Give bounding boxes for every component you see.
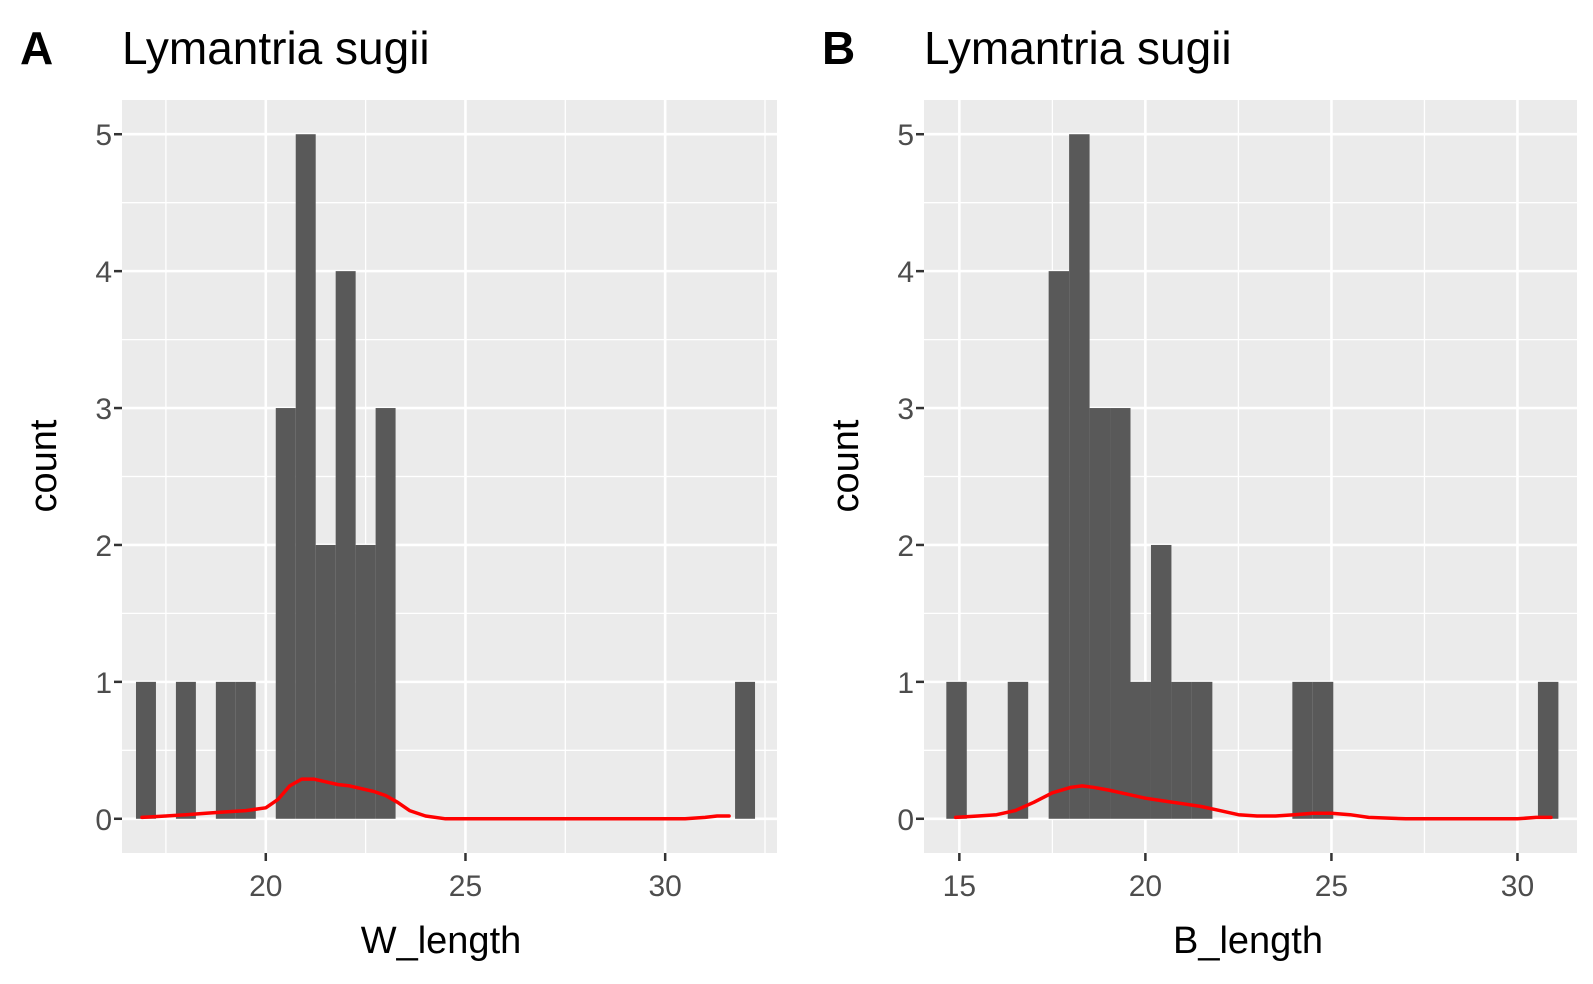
histogram-bar [1171, 681, 1192, 819]
histogram-bar [1312, 681, 1334, 819]
histogram-bar [275, 408, 296, 819]
y-tick-label: 0 [95, 804, 112, 837]
y-tick-label: 3 [95, 393, 112, 426]
histogram-bar [1069, 134, 1090, 819]
y-tick-label: 1 [897, 667, 914, 700]
y-tick-label: 4 [897, 256, 914, 289]
panel-b-title: Lymantria sugii [924, 22, 1232, 74]
density-curve [953, 784, 1553, 821]
histogram-bar [1089, 408, 1111, 819]
histogram-bar [1292, 681, 1313, 819]
panel-a-xlabel: W_length [361, 920, 522, 962]
x-tick-label: 20 [1129, 870, 1162, 903]
y-tick-label: 2 [95, 530, 112, 563]
x-tick-label: 30 [1501, 870, 1534, 903]
x-tick-label: 25 [449, 870, 482, 903]
y-tick-label: 4 [95, 256, 112, 289]
panel-b: 0 1 2 3 4 5 15 20 25 30 B Lymantria sugii count B… [822, 22, 1577, 962]
histogram-bar [1537, 681, 1559, 819]
histogram-bar [735, 681, 756, 819]
histogram-bar [315, 544, 336, 819]
panel-b-letter: B [822, 22, 855, 74]
histogram-bar [135, 681, 156, 819]
y-tick-label: 1 [95, 667, 112, 700]
panel-a-ylabel: count [23, 419, 65, 512]
y-tick-label: 5 [95, 119, 112, 152]
y-tick-label: 0 [897, 804, 914, 837]
histogram-bar [1130, 681, 1151, 819]
x-tick-label: 30 [648, 870, 681, 903]
histogram-bar [1007, 681, 1029, 819]
histogram-bar [1048, 271, 1070, 819]
panel-a-letter: A [20, 22, 53, 74]
panel-b-ylabel: count [825, 419, 867, 512]
density-curve [140, 777, 731, 821]
y-tick-label: 2 [897, 530, 914, 563]
x-tick-label: 20 [249, 870, 282, 903]
histogram-bar [946, 681, 967, 819]
histogram-bar [175, 681, 196, 819]
histogram-bar [295, 134, 316, 819]
histogram-bar [215, 681, 236, 819]
x-tick-label: 25 [1315, 870, 1348, 903]
plot-area: 0 1 2 3 4 5 15 20 25 30 [897, 100, 1577, 903]
histogram-bar [1110, 408, 1131, 819]
histogram-bar [375, 408, 396, 819]
histogram-bar [335, 271, 356, 819]
panel-a-title: Lymantria sugii [122, 22, 430, 74]
y-tick-label: 3 [897, 393, 914, 426]
histogram-bar [235, 681, 256, 819]
x-tick-label: 15 [943, 870, 976, 903]
panel-a: 0 1 2 3 4 5 20 25 30 A Lymantria sugii count W_l… [20, 22, 777, 962]
histogram-bar [1150, 544, 1172, 819]
histogram-bar [355, 544, 376, 819]
plot-area: 0 1 2 3 4 5 20 25 30 [95, 100, 777, 903]
y-tick-label: 5 [897, 119, 914, 152]
histogram-bar [1191, 681, 1213, 819]
panel-b-xlabel: B_length [1173, 920, 1323, 962]
